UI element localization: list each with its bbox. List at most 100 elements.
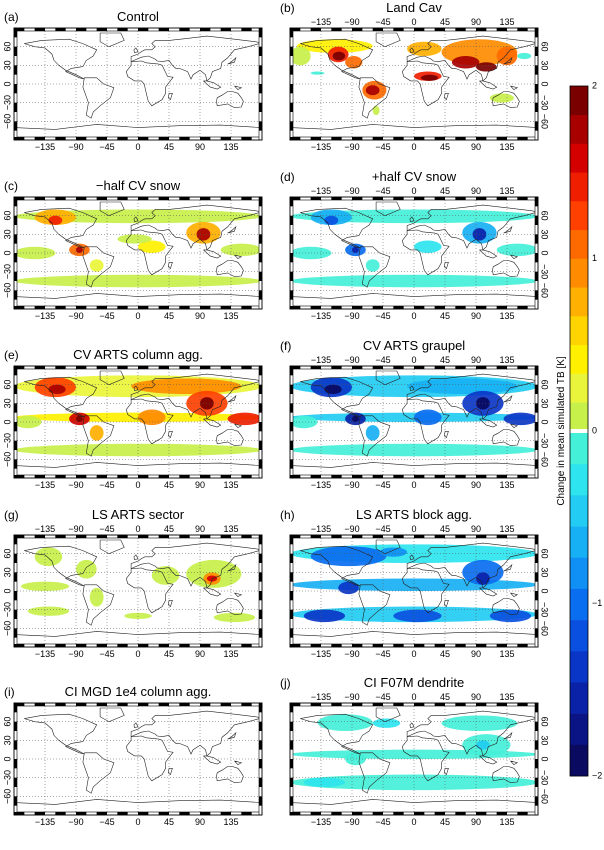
frame-segment — [14, 271, 17, 281]
lon-tick-label: −135 — [311, 355, 331, 365]
coastline — [503, 225, 513, 234]
coastline — [203, 418, 222, 428]
lon-tick-label: −45 — [99, 817, 114, 827]
lat-tick-label: 30 — [540, 229, 550, 239]
coastline — [167, 262, 173, 270]
frame-segment — [220, 812, 231, 815]
frame-segment — [434, 366, 445, 369]
anomaly-patch — [517, 52, 532, 60]
frame-segment — [76, 366, 87, 369]
lat-tick-label: 60 — [540, 380, 550, 390]
anomaly-patch — [420, 74, 439, 81]
frame-segment — [290, 440, 293, 450]
frame-segment — [496, 644, 507, 647]
frame-segment — [414, 197, 425, 200]
frame-segment — [290, 591, 293, 601]
frame-segment — [310, 812, 321, 815]
coastline — [133, 47, 139, 54]
frame-segment — [259, 271, 262, 281]
frame-segment — [138, 475, 149, 478]
frame-segment — [14, 403, 17, 413]
coastline — [216, 260, 244, 277]
lon-tick-label: −90 — [68, 142, 83, 152]
colorbar-swatch — [570, 557, 588, 590]
frame-segment — [290, 459, 293, 469]
lat-tick-label: 30 — [540, 735, 550, 745]
coastline — [82, 415, 115, 457]
frame-segment — [14, 535, 17, 545]
coastline — [203, 755, 222, 765]
panel-d: −135 −135 −90 −90 −45 −45 0 0 45 45 90 90 135 135 60 30… — [280, 169, 550, 321]
frame-segment — [476, 137, 487, 140]
colorbar-swatch — [570, 713, 588, 746]
coastline — [234, 85, 243, 90]
coastline — [479, 80, 498, 90]
colorbar-swatch — [570, 495, 588, 527]
frame-segment — [158, 306, 169, 309]
coastline — [401, 398, 450, 445]
frame-segment — [179, 306, 190, 309]
coastline — [24, 376, 98, 418]
colorbar: 2 1 0 −1 −2 Change in mean simulated TB [K] — [556, 80, 602, 780]
gridlines — [290, 535, 538, 647]
coastline — [82, 246, 115, 288]
lon-tick-label: 45 — [164, 142, 174, 152]
frame-segment — [535, 384, 538, 394]
frame-segment — [310, 644, 321, 647]
frame-segment — [290, 84, 293, 94]
frame-segment — [414, 306, 425, 309]
frame-segment — [352, 366, 363, 369]
colorbar-tick-label: 0 — [592, 425, 597, 435]
frame-segment — [158, 28, 169, 31]
frame-segment — [496, 703, 507, 706]
frame-segment — [241, 644, 252, 647]
coastline — [443, 93, 449, 101]
frame-segment — [331, 644, 342, 647]
coastline — [227, 731, 237, 740]
lon-tick-label: −135 — [311, 817, 331, 827]
anomaly-patch — [496, 243, 538, 257]
tick-labels: −135 −135 −90 −90 −45 −45 0 0 45 45 90 90 135 135 60 30… — [2, 524, 238, 659]
frame-segment — [259, 403, 262, 413]
lon-tick-label: −135 — [35, 817, 55, 827]
frame-segment — [117, 535, 128, 538]
frame-segment — [476, 366, 487, 369]
coastline — [510, 85, 519, 90]
frame-segment — [535, 759, 538, 769]
colorbar-swatch — [570, 172, 588, 202]
frame-segment — [331, 366, 342, 369]
frame-segment — [259, 721, 262, 731]
panel-title: CI F07M dendrite — [364, 675, 464, 690]
frame-segment — [34, 366, 45, 369]
coastline — [24, 207, 98, 249]
lon-tick-label: 135 — [223, 649, 238, 659]
frame-segment — [352, 703, 363, 706]
coastline — [492, 429, 520, 446]
frame-segment — [14, 703, 17, 713]
lat-tick-label: 60 — [540, 717, 550, 727]
lon-tick-label: 90 — [195, 480, 205, 490]
frame-segment — [331, 535, 342, 538]
lon-tick-label: −45 — [375, 480, 390, 490]
anomaly-patch — [124, 612, 152, 620]
frame-segment — [434, 475, 445, 478]
anomaly-patch — [414, 409, 442, 426]
frame-segment — [535, 591, 538, 601]
frame-segment — [220, 366, 231, 369]
frame-segment — [517, 366, 528, 369]
frame-segment — [290, 28, 293, 38]
frame-segment — [138, 28, 149, 31]
coastline — [401, 567, 450, 614]
lon-tick-label: −45 — [375, 817, 390, 827]
frame-segment — [290, 740, 293, 750]
lon-tick-label: −135 — [311, 142, 331, 152]
frame-segment — [179, 137, 190, 140]
frame-segment — [290, 812, 301, 815]
frame-segment — [259, 121, 262, 131]
anomaly-patch — [76, 246, 83, 253]
frame-segment — [259, 572, 262, 582]
frame-segment — [290, 777, 293, 787]
anomaly-patch — [138, 409, 166, 426]
frame-segment — [290, 253, 293, 263]
